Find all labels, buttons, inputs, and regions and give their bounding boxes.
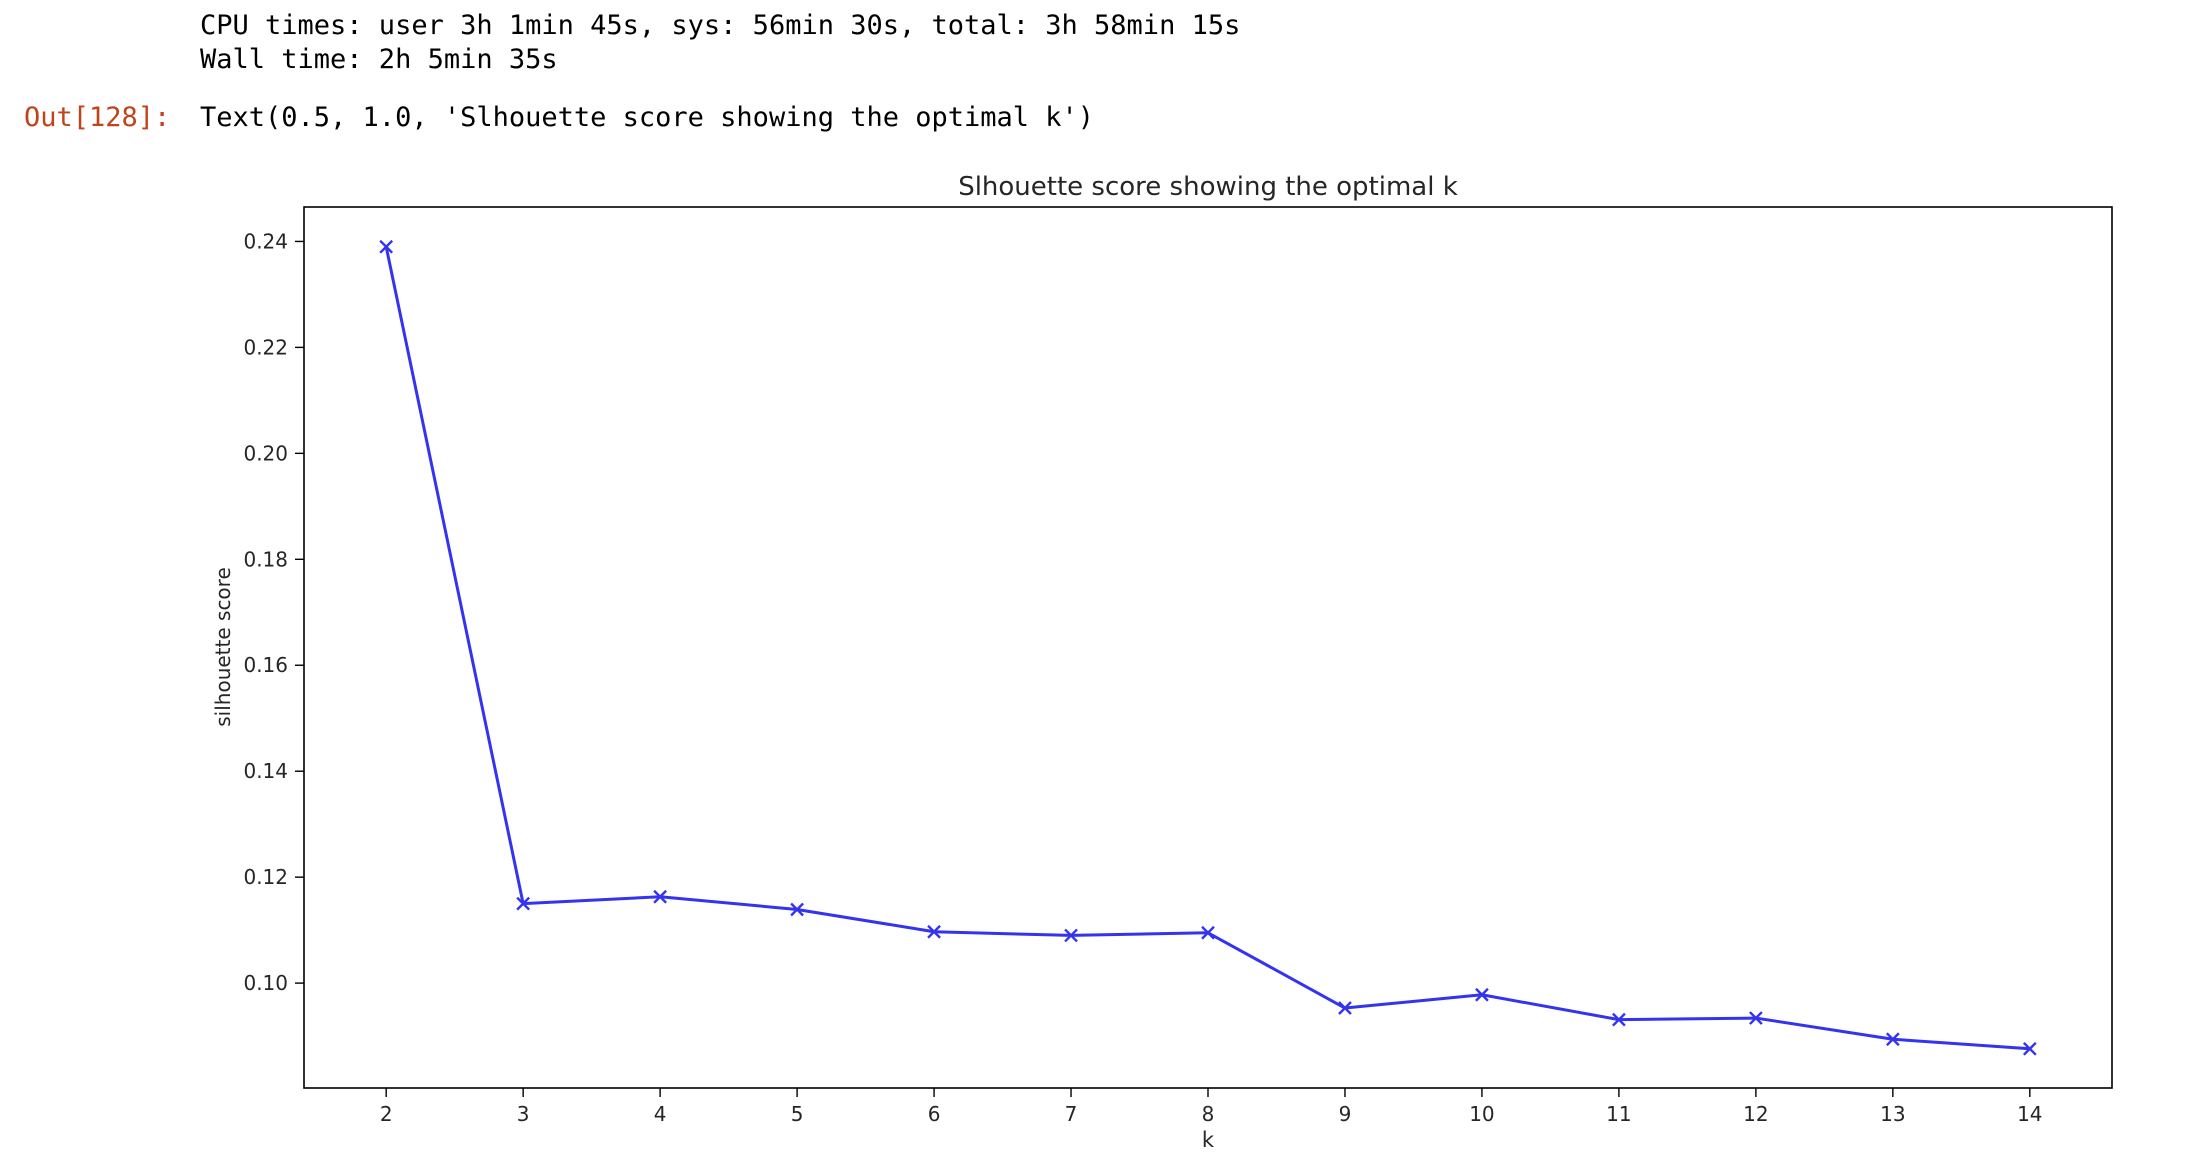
silhouette-series-line xyxy=(384,246,2030,1051)
x-tick-label: 8 xyxy=(1202,1102,1215,1126)
plot-frame xyxy=(303,206,2113,1089)
output-repr-text: Text(0.5, 1.0, 'Slhouette score showing … xyxy=(200,102,1095,133)
x-tick-label: 12 xyxy=(1743,1102,1768,1126)
y-axis-ticks: 0.10 0.12 0.14 0.16 0.18 0.20 0.22 0.24 xyxy=(243,229,304,995)
y-tick-label: 0.24 xyxy=(243,229,288,253)
data-point-marker xyxy=(653,889,667,904)
data-point-marker xyxy=(379,239,394,254)
data-point-marker xyxy=(1475,987,1489,1002)
wall-time-output: Wall time: 2h 5min 35s xyxy=(200,44,558,75)
x-tick-label: 10 xyxy=(1469,1102,1494,1126)
y-tick-label: 0.12 xyxy=(243,865,288,889)
data-point-marker xyxy=(1338,1001,1352,1015)
y-tick-label: 0.20 xyxy=(243,441,288,465)
data-point-marker xyxy=(1749,1011,1763,1025)
output-prompt: Out[128]: xyxy=(24,102,171,133)
x-tick-label: 14 xyxy=(2017,1102,2042,1126)
data-point-marker xyxy=(1612,1012,1626,1027)
x-tick-label: 6 xyxy=(928,1102,941,1126)
x-axis-ticks: 2 3 4 5 6 7 8 9 10 11 12 13 14 xyxy=(380,1088,2043,1126)
data-point-marker xyxy=(2022,1041,2037,1056)
data-point-marker xyxy=(1885,1032,1900,1047)
series-layer xyxy=(379,239,2037,1056)
data-point-marker xyxy=(927,924,941,939)
x-tick-label: 3 xyxy=(517,1102,530,1126)
y-tick-label: 0.18 xyxy=(243,547,288,571)
x-tick-label: 4 xyxy=(654,1102,667,1126)
data-point-marker xyxy=(516,896,531,911)
x-tick-label: 5 xyxy=(791,1102,804,1126)
y-tick-label: 0.10 xyxy=(243,971,288,995)
y-axis-label: silhouette score xyxy=(211,567,235,727)
x-tick-label: 13 xyxy=(1880,1102,1905,1126)
x-tick-label: 11 xyxy=(1606,1102,1631,1126)
data-point-marker xyxy=(1064,928,1078,943)
y-tick-label: 0.22 xyxy=(243,335,288,359)
x-axis-label: k xyxy=(1202,1128,1215,1152)
y-tick-label: 0.14 xyxy=(243,759,288,783)
chart-title: Slhouette score showing the optimal k xyxy=(958,172,1458,202)
x-tick-label: 7 xyxy=(1065,1102,1078,1126)
y-tick-label: 0.16 xyxy=(243,653,288,677)
cpu-times-output: CPU times: user 3h 1min 45s, sys: 56min … xyxy=(200,10,1241,41)
data-point-marker xyxy=(790,902,804,917)
x-tick-label: 9 xyxy=(1339,1102,1352,1126)
data-point-marker xyxy=(1201,925,1215,940)
x-tick-label: 2 xyxy=(380,1102,393,1126)
